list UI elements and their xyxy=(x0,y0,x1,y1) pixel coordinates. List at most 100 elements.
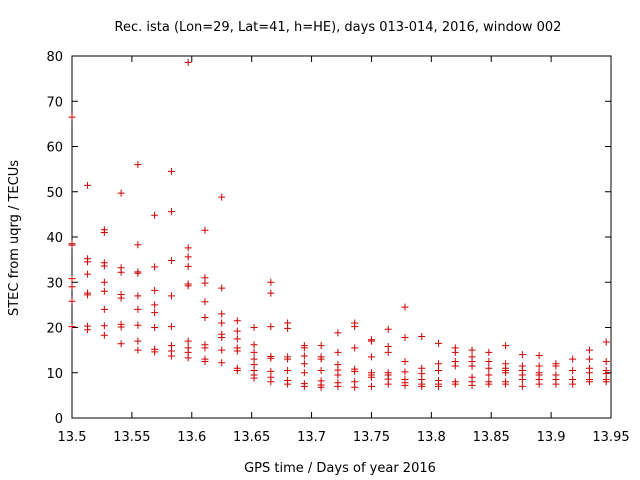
data-point xyxy=(300,382,308,390)
data-point xyxy=(267,323,275,331)
data-point xyxy=(284,324,292,332)
y-tick-label: 10 xyxy=(46,367,63,382)
data-point xyxy=(569,366,577,374)
data-point xyxy=(602,378,610,386)
data-point xyxy=(468,362,476,370)
data-point xyxy=(250,341,258,349)
data-point xyxy=(250,348,258,356)
data-point xyxy=(300,352,308,360)
x-tick-label: 13.95 xyxy=(592,430,629,445)
y-tick-label: 60 xyxy=(46,141,63,156)
data-point xyxy=(451,380,459,388)
data-point xyxy=(117,323,125,331)
data-point xyxy=(485,348,493,356)
data-point xyxy=(267,378,275,386)
data-point xyxy=(134,269,142,277)
data-point xyxy=(451,348,459,356)
data-point xyxy=(167,257,175,265)
x-tick-label: 13.75 xyxy=(353,430,390,445)
data-point xyxy=(167,208,175,216)
data-point xyxy=(151,309,159,317)
data-point xyxy=(151,348,159,356)
data-point xyxy=(485,380,493,388)
data-point xyxy=(602,357,610,365)
data-point xyxy=(117,294,125,302)
data-point xyxy=(518,382,526,390)
data-point xyxy=(535,380,543,388)
data-point xyxy=(84,291,92,299)
data-point xyxy=(201,226,209,234)
data-point xyxy=(167,352,175,360)
data-point xyxy=(117,189,125,197)
data-point xyxy=(218,333,226,341)
data-point xyxy=(151,301,159,309)
data-point xyxy=(384,380,392,388)
data-point xyxy=(569,380,577,388)
data-point xyxy=(300,344,308,352)
data-point xyxy=(184,262,192,270)
y-tick-label: 80 xyxy=(46,50,63,65)
data-point xyxy=(167,323,175,331)
data-point xyxy=(68,323,76,331)
data-point xyxy=(284,355,292,363)
data-point xyxy=(435,360,443,368)
data-point xyxy=(418,382,426,390)
data-point xyxy=(117,340,125,348)
y-tick-label: 70 xyxy=(46,95,63,110)
data-point xyxy=(84,326,92,334)
chart-title: Rec. ista (Lon=29, Lat=41, h=HE), days 0… xyxy=(115,20,562,35)
data-point xyxy=(535,352,543,360)
data-point xyxy=(151,286,159,294)
data-point xyxy=(218,284,226,292)
data-point xyxy=(134,305,142,313)
data-point xyxy=(100,228,108,236)
data-point xyxy=(418,370,426,378)
data-point xyxy=(602,338,610,346)
y-tick-label: 50 xyxy=(46,186,63,201)
data-point xyxy=(317,355,325,363)
data-point xyxy=(84,270,92,278)
data-point xyxy=(569,355,577,363)
data-point xyxy=(100,287,108,295)
data-point xyxy=(518,376,526,384)
data-point xyxy=(418,333,426,341)
data-point xyxy=(334,329,342,337)
data-point xyxy=(317,366,325,374)
data-point xyxy=(401,381,409,389)
data-point xyxy=(535,362,543,370)
data-point xyxy=(267,278,275,286)
data-point xyxy=(100,322,108,330)
data-point xyxy=(134,321,142,329)
data-point xyxy=(218,359,226,367)
data-point xyxy=(250,361,258,369)
data-point xyxy=(585,355,593,363)
x-axis: 13.5 13.55 13.6 13.65 13.7 13.75 13.8 13.85 13.9… xyxy=(58,56,630,445)
data-point xyxy=(84,181,92,189)
y-tick-label: 30 xyxy=(46,276,63,291)
data-point xyxy=(367,337,375,345)
data-point xyxy=(218,193,226,201)
data-point xyxy=(334,371,342,379)
data-point xyxy=(250,374,258,382)
data-point xyxy=(218,319,226,327)
data-point xyxy=(300,360,308,368)
data-point xyxy=(401,368,409,376)
data-point xyxy=(585,369,593,377)
data-point xyxy=(100,262,108,270)
data-point xyxy=(218,310,226,318)
data-point xyxy=(334,348,342,356)
data-point xyxy=(250,324,258,331)
data-point xyxy=(201,344,209,352)
data-point xyxy=(367,373,375,381)
data-point xyxy=(367,353,375,361)
data-point xyxy=(218,346,226,354)
data-point xyxy=(233,347,241,355)
data-point xyxy=(317,342,325,350)
data-point xyxy=(201,357,209,365)
data-point xyxy=(100,278,108,286)
data-point xyxy=(435,366,443,374)
x-tick-label: 13.9 xyxy=(537,430,566,445)
data-point xyxy=(552,380,560,388)
data-point xyxy=(401,333,409,341)
